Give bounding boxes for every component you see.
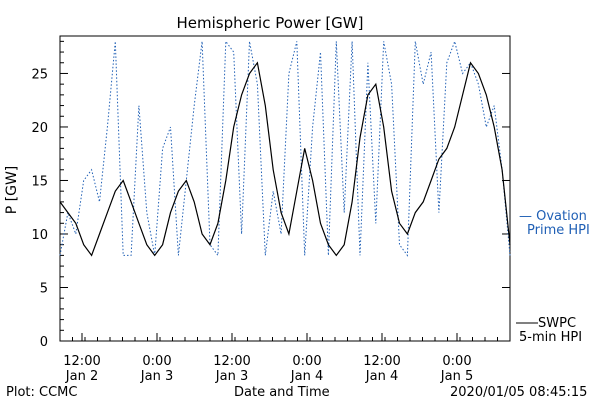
legend-ovation-line1: — Ovation bbox=[519, 209, 587, 224]
x-tick-label-date: Jan 5 bbox=[440, 369, 473, 384]
legend: — Ovation Prime HPI SWPC 5-min HPI bbox=[516, 209, 590, 345]
legend-ovation-line2: Prime HPI bbox=[527, 223, 590, 238]
x-tick-label-date: Jan 3 bbox=[215, 369, 248, 384]
plot-frame bbox=[59, 35, 511, 342]
y-tick-label: 5 bbox=[40, 281, 48, 296]
x-tick-label-date: Jan 2 bbox=[65, 369, 98, 384]
legend-swpc-line2: 5-min HPI bbox=[519, 330, 582, 345]
x-tick-label-time: 0:00 bbox=[442, 354, 471, 369]
x-tick-label-date: Jan 4 bbox=[365, 369, 398, 384]
chart-title: Hemispheric Power [GW] bbox=[177, 14, 364, 32]
series-layer bbox=[59, 39, 511, 257]
footer-right: 2020/01/05 08:45:15 bbox=[450, 385, 587, 400]
x-axis-title: Date and Time bbox=[234, 385, 330, 400]
y-tick-label: 25 bbox=[31, 67, 48, 82]
y-tick-label: 15 bbox=[31, 174, 48, 189]
y-tick-label: 0 bbox=[40, 335, 48, 350]
y-axis-title-group: P [GW] bbox=[4, 166, 20, 215]
y-tick-label: 10 bbox=[31, 228, 48, 243]
y-axis-title: P [GW] bbox=[4, 166, 20, 215]
footer-left: Plot: CCMC bbox=[6, 385, 77, 400]
x-tick-label-time: 12:00 bbox=[213, 354, 250, 369]
series-ovation-line bbox=[59, 39, 511, 257]
x-tick-label-time: 12:00 bbox=[363, 354, 400, 369]
x-tick-label-date: Jan 4 bbox=[290, 369, 323, 384]
x-tick-label-time: 12:00 bbox=[63, 354, 100, 369]
x-tick-label-date: Jan 3 bbox=[140, 369, 173, 384]
y-tick-label: 20 bbox=[31, 121, 48, 136]
series-swpc-line bbox=[59, 61, 511, 257]
y-axis: 0 5 10 15 20 25 bbox=[31, 40, 510, 350]
x-tick-label-time: 0:00 bbox=[292, 354, 321, 369]
legend-swpc-line1: SWPC bbox=[538, 316, 576, 331]
x-tick-label-time: 0:00 bbox=[142, 354, 171, 369]
